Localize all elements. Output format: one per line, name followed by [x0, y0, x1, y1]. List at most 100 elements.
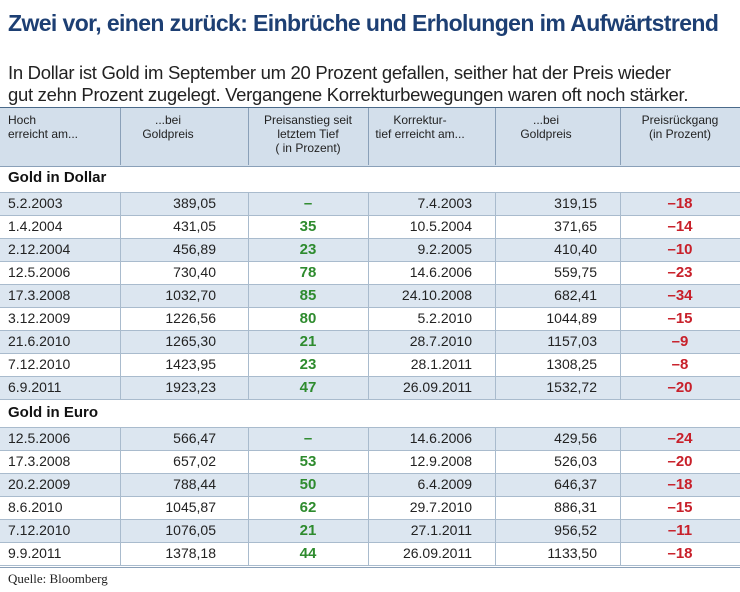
- table-cell: 47: [299, 379, 317, 396]
- table-cell: 5.2.2003: [8, 195, 63, 211]
- row-rule: [0, 399, 740, 400]
- column-divider: [620, 542, 621, 565]
- row-bg: [0, 542, 740, 566]
- table-cell: –: [303, 195, 313, 212]
- table-cell: 21.6.2010: [8, 333, 71, 349]
- column-divider: [368, 542, 369, 565]
- column-divider: [620, 330, 621, 353]
- column-divider: [495, 427, 496, 450]
- table-cell: –10: [667, 241, 693, 258]
- table-cell: 17.3.2008: [8, 453, 71, 469]
- column-divider: [248, 542, 249, 565]
- column-divider: [120, 376, 121, 399]
- column-divider: [620, 215, 621, 238]
- row-bg: [0, 427, 740, 451]
- section-title: Gold in Dollar: [8, 169, 107, 186]
- column-divider: [495, 238, 496, 261]
- column-divider: [620, 519, 621, 542]
- table-cell: 62: [299, 499, 317, 516]
- column-divider: [620, 261, 621, 284]
- table-cell: 1423,95: [165, 356, 216, 372]
- table-cell: 50: [299, 476, 317, 493]
- table-cell: 23: [299, 356, 317, 373]
- table-cell: –8: [671, 356, 689, 373]
- table-cell: 21: [299, 522, 317, 539]
- table-cell: 7.12.2010: [8, 522, 71, 538]
- table-cell: 35: [299, 218, 317, 235]
- table-cell: 21: [299, 333, 317, 350]
- column-divider: [120, 307, 121, 330]
- column-divider: [248, 330, 249, 353]
- column-divider: [120, 284, 121, 307]
- table-cell: 2.12.2004: [8, 241, 71, 257]
- table-cell: 12.9.2008: [409, 453, 472, 469]
- column-divider: [248, 108, 249, 165]
- column-divider: [248, 261, 249, 284]
- row-bg: [0, 215, 740, 239]
- table-cell: 1378,18: [165, 545, 216, 561]
- rule: [0, 567, 740, 568]
- column-divider: [248, 192, 249, 215]
- column-divider: [495, 542, 496, 565]
- table-cell: –18: [667, 476, 693, 493]
- header-bg: [0, 107, 740, 167]
- table-cell: 44: [299, 545, 317, 562]
- header-cell: (in Prozent): [648, 127, 712, 141]
- header-cell: Korrektur-: [393, 113, 447, 127]
- column-divider: [620, 284, 621, 307]
- column-divider: [620, 353, 621, 376]
- table-cell: 429,56: [554, 430, 597, 446]
- column-divider: [495, 519, 496, 542]
- header-cell: Preisrückgang: [641, 113, 719, 127]
- title: Zwei vor, einen zurück: Einbrüche und Er…: [8, 10, 719, 36]
- table-cell: –15: [667, 499, 693, 516]
- table-cell: 23: [299, 241, 317, 258]
- column-divider: [368, 284, 369, 307]
- column-divider: [248, 284, 249, 307]
- table-cell: 730,40: [173, 264, 216, 280]
- row-bg: [0, 376, 740, 400]
- column-divider: [495, 108, 496, 165]
- table-cell: 682,41: [554, 287, 597, 303]
- header-cell: Preisanstieg seit: [263, 113, 353, 127]
- column-divider: [620, 496, 621, 519]
- table-cell: 559,75: [554, 264, 597, 280]
- row-bg: [0, 192, 740, 216]
- column-divider: [368, 330, 369, 353]
- column-divider: [495, 353, 496, 376]
- row-bg: [0, 450, 740, 474]
- table-cell: 12.5.2006: [8, 264, 71, 280]
- column-divider: [495, 307, 496, 330]
- table-cell: –15: [667, 310, 693, 327]
- column-divider: [620, 450, 621, 473]
- table-cell: 10.5.2004: [409, 218, 472, 234]
- column-divider: [368, 496, 369, 519]
- row-bg: [0, 496, 740, 520]
- table-cell: 26.09.2011: [402, 379, 472, 395]
- column-divider: [120, 261, 121, 284]
- header-cell: ...bei: [532, 113, 559, 127]
- section-title: Gold in Euro: [8, 404, 98, 421]
- column-divider: [120, 215, 121, 238]
- column-divider: [248, 238, 249, 261]
- column-divider: [368, 238, 369, 261]
- column-divider: [495, 376, 496, 399]
- table-cell: –20: [667, 453, 693, 470]
- table-cell: 788,44: [173, 476, 216, 492]
- table-cell: 1044,89: [546, 310, 597, 326]
- column-divider: [248, 473, 249, 496]
- row-bg: [0, 330, 740, 354]
- table-cell: 1133,50: [547, 545, 597, 561]
- column-divider: [620, 192, 621, 215]
- table-cell: 6.4.2009: [417, 476, 473, 492]
- subtitle: gut zehn Prozent zugelegt. Vergangene Ko…: [8, 84, 689, 105]
- column-divider: [368, 376, 369, 399]
- table-cell: 9.2.2005: [417, 241, 473, 257]
- column-divider: [368, 108, 369, 165]
- column-divider: [495, 330, 496, 353]
- table-cell: –18: [667, 545, 693, 562]
- table-cell: –24: [667, 430, 693, 447]
- column-divider: [368, 192, 369, 215]
- column-divider: [620, 307, 621, 330]
